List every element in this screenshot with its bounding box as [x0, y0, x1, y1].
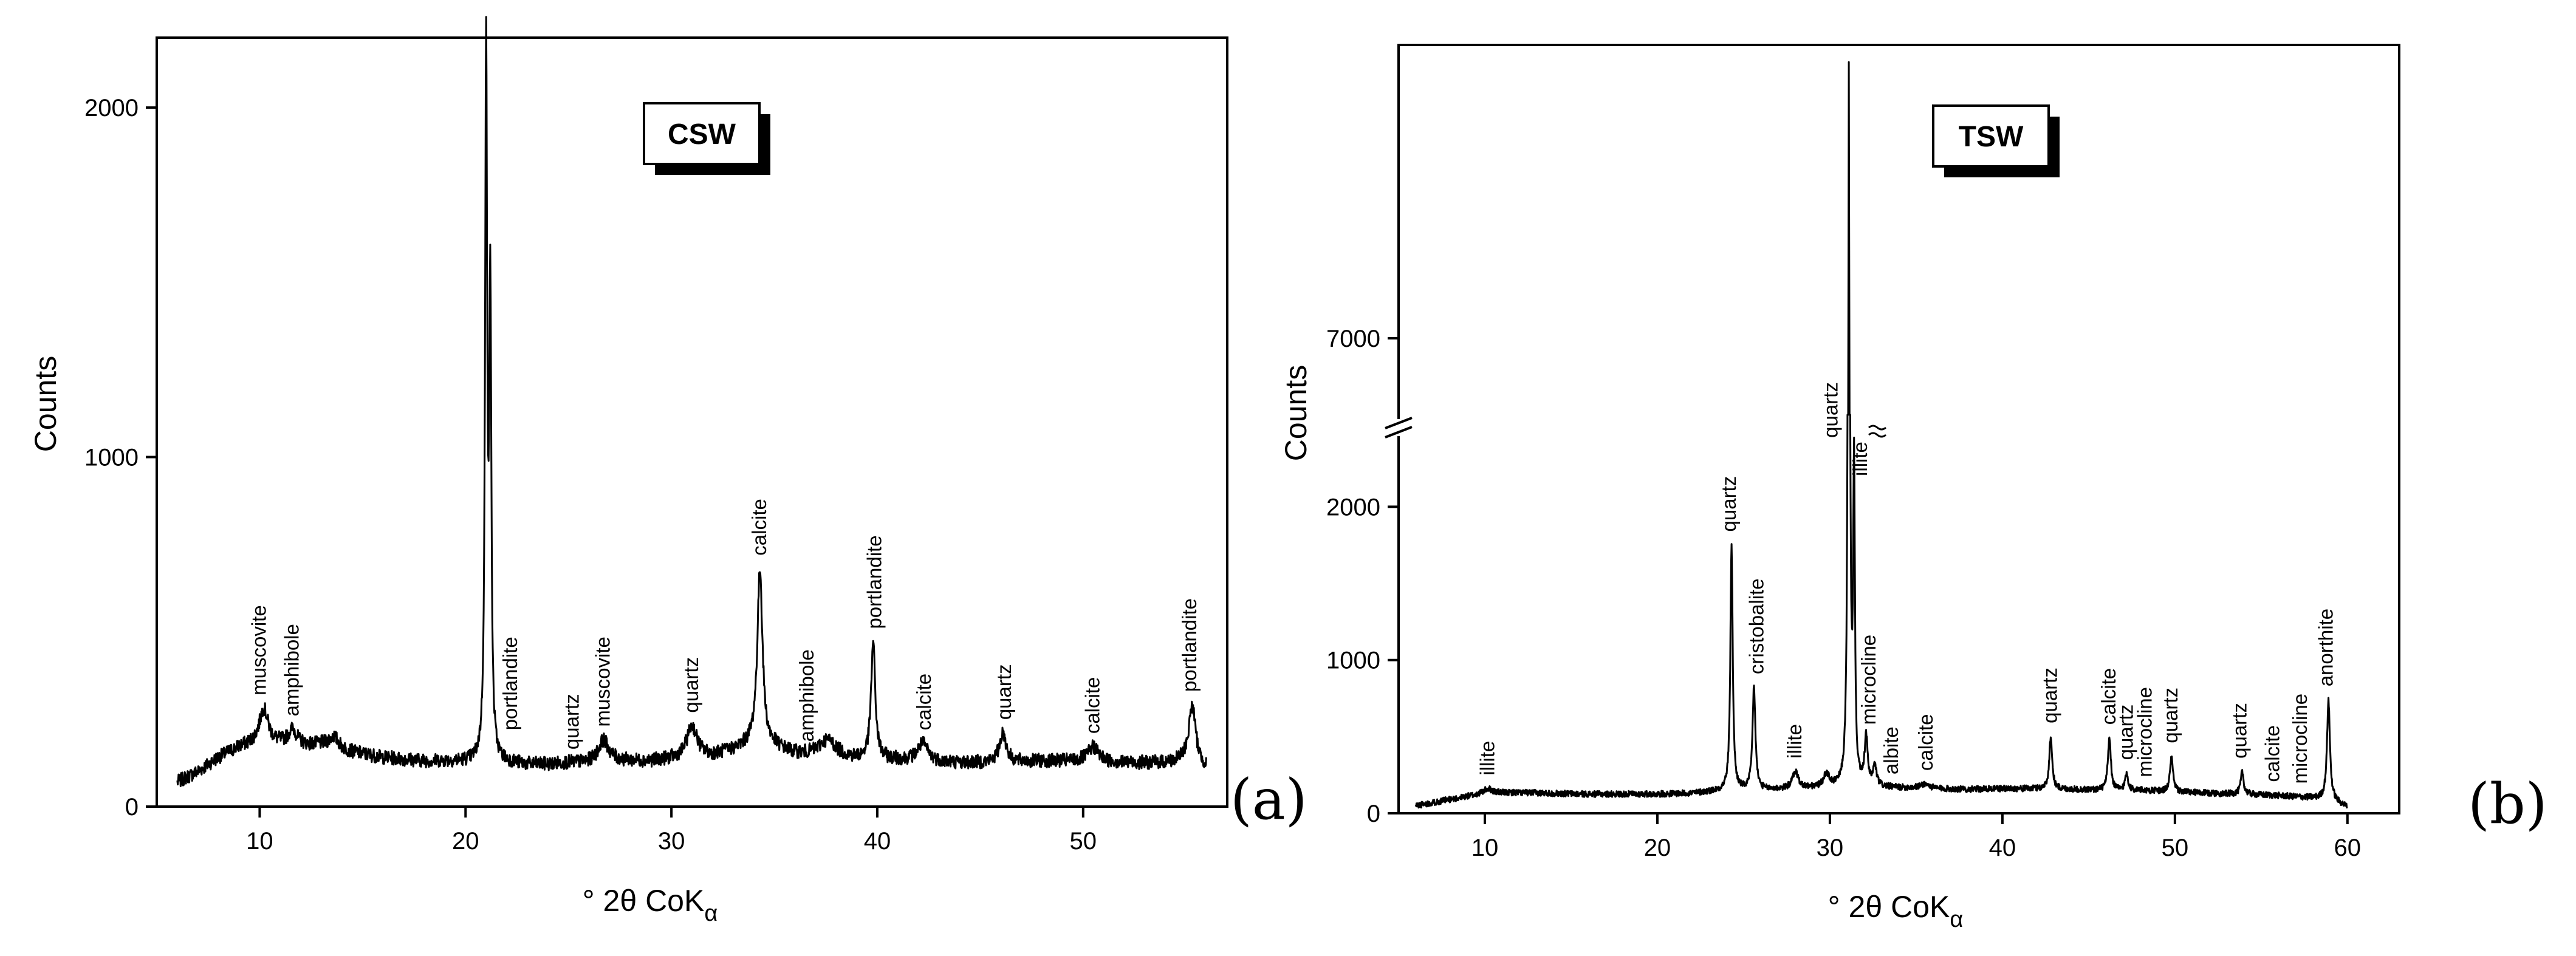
peak-label-b-3: illite [1783, 724, 1806, 759]
y-tick-label-b-2: 2000 [1326, 494, 1380, 521]
peak-label-b-16: microcline [2289, 694, 2311, 784]
peak-label-a-5: quartz [680, 657, 702, 713]
peak-label-a-2: portlandite [499, 637, 521, 730]
x-tick-label-b-4: 50 [2162, 835, 2189, 861]
peak-label-b-10: calcite [2097, 668, 2120, 725]
peak-label-a-7: amphibole [795, 649, 818, 742]
axis-break-peak-b [1868, 425, 1886, 439]
panel-a-csw: 10 20 30 40 50 0 1000 2000 muscovite amphibole po… [29, 16, 1307, 926]
diffraction-trace-b [1414, 61, 2348, 809]
x-axis-title-b: ° 2θ CoKα [1828, 890, 1964, 932]
panel-letter-a: (a) [1230, 767, 1307, 832]
peak-label-a-10: quartz [993, 664, 1015, 720]
peak-label-a-1: amphibole [281, 624, 303, 716]
peak-label-a-3: quartz [560, 694, 583, 749]
sample-badge-text-a: CSW [668, 118, 736, 151]
x-tick-label-b-3: 40 [1989, 835, 2016, 861]
y-axis-title-b: Counts [1279, 365, 1313, 461]
y-tick-label-b-1: 1000 [1326, 647, 1380, 674]
x-tick-label-a-0: 10 [246, 828, 273, 855]
y-tick-label-b-3: 7000 [1326, 326, 1380, 352]
x-axis-title-a: ° 2θ CoKα [583, 884, 718, 926]
x-tick-label-a-3: 40 [864, 828, 891, 855]
peak-label-b-12: microcline [2134, 687, 2156, 777]
peak-label-a-6: calcite [748, 499, 770, 556]
panel-b-tsw: 10 20 30 40 50 60 0 1000 2000 7000 illite quartz cr… [1279, 44, 2547, 932]
peak-label-a-4: muscovite [591, 637, 614, 727]
peak-label-a-11: calcite [1081, 677, 1104, 734]
plot-frame-b [1397, 44, 2400, 814]
x-tick-label-b-1: 20 [1644, 835, 1671, 861]
peak-label-a-12: portlandite [1178, 598, 1201, 692]
peak-label-b-13: quartz [2159, 688, 2182, 743]
peak-label-b-2: cristobalite [1745, 578, 1768, 674]
plot-frame-a [156, 36, 1228, 808]
peak-label-b-6: microcline [1857, 635, 1880, 725]
sample-badge-text-b: TSW [1959, 121, 2024, 153]
x-tick-label-a-1: 20 [452, 828, 479, 855]
peak-label-b-17: anorthite [2315, 609, 2337, 686]
peak-label-b-5: illite [1849, 442, 1871, 476]
axis-ticks-b: 10 20 30 40 50 60 0 1000 2000 7000 [1326, 326, 2361, 861]
x-tick-label-b-2: 30 [1817, 835, 1844, 861]
x-tick-label-a-4: 50 [1070, 828, 1097, 855]
peak-annotations-b: illite quartz cristobalite illite quartz illi… [1476, 382, 2337, 784]
peak-label-b-8: calcite [1914, 714, 1937, 771]
x-tick-label-b-0: 10 [1471, 835, 1499, 861]
sample-badge-a: CSW [643, 102, 770, 175]
panel-letter-b: (b) [2468, 771, 2547, 836]
peak-label-b-1: quartz [1718, 476, 1740, 532]
peak-label-b-0: illite [1476, 741, 1499, 776]
y-axis-title-a: Counts [29, 356, 63, 452]
peak-label-a-0: muscovite [247, 605, 270, 695]
y-tick-label-a-2: 2000 [84, 95, 139, 121]
peak-label-b-11: quartz [2114, 705, 2137, 760]
axis-ticks-a: 10 20 30 40 50 0 1000 2000 [84, 95, 1097, 855]
peak-label-b-4: quartz [1820, 382, 1842, 438]
peak-label-b-7: albite [1880, 726, 1902, 774]
sample-badge-b: TSW [1932, 104, 2060, 177]
diffraction-trace-a [176, 16, 1207, 787]
y-tick-label-a-1: 1000 [84, 445, 139, 471]
x-axis-subscript-a: α [704, 901, 718, 926]
peak-annotations-a: muscovite amphibole portlandite quartz musco… [247, 499, 1201, 749]
x-axis-subscript-b: α [1950, 907, 1963, 932]
peak-label-a-9: calcite [913, 674, 935, 731]
y-tick-label-a-0: 0 [125, 794, 139, 821]
peak-label-b-15: calcite [2261, 725, 2284, 782]
peak-label-b-9: quartz [2038, 667, 2061, 723]
x-tick-label-a-2: 30 [658, 828, 685, 855]
y-tick-label-b-0: 0 [1367, 801, 1380, 827]
peak-label-a-8: portlandite [863, 535, 886, 629]
peak-label-b-14: quartz [2228, 703, 2251, 759]
x-tick-label-b-5: 60 [2334, 835, 2362, 861]
axis-break-y-b [1385, 417, 1413, 439]
